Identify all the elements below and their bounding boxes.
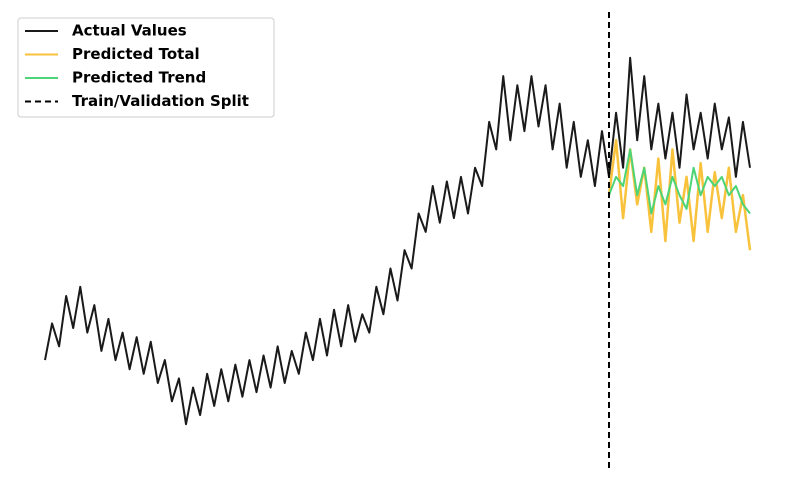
- legend-label: Predicted Trend: [72, 69, 206, 87]
- legend: Actual Values Predicted Total Predicted Tr…: [17, 17, 275, 118]
- series-line: [44, 56, 751, 426]
- series-line: [608, 148, 751, 215]
- legend-label: Train/Validation Split: [72, 92, 249, 110]
- legend-label: Actual Values: [72, 22, 187, 40]
- legend-box: [17, 17, 275, 118]
- legend-label: Predicted Total: [72, 45, 200, 63]
